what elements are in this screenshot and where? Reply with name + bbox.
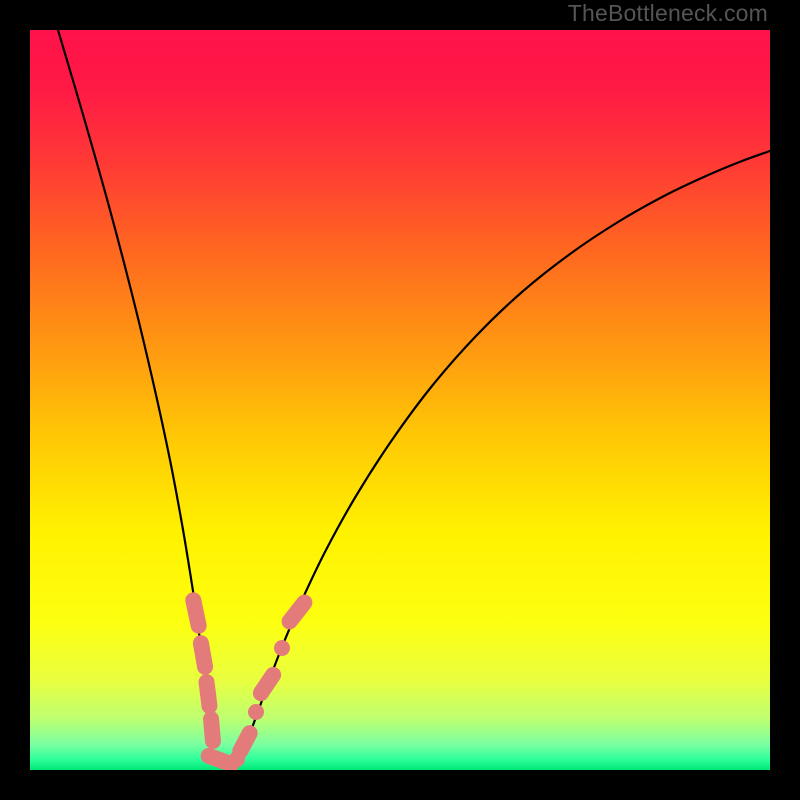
marker-pill — [261, 675, 273, 693]
marker-pill — [201, 643, 205, 667]
plot-area — [30, 30, 770, 770]
marker-pill — [209, 756, 232, 764]
marker-dot — [248, 704, 264, 720]
marker-dot — [274, 640, 290, 656]
bottleneck-curve — [58, 30, 770, 767]
marker-pill — [193, 600, 198, 625]
marker-pill — [240, 733, 249, 751]
curve-layer — [30, 30, 770, 770]
marker-pill — [211, 719, 213, 741]
chart-frame: TheBottleneck.com — [0, 0, 800, 800]
marker-pill — [290, 603, 305, 622]
watermark-text: TheBottleneck.com — [568, 0, 768, 27]
marker-group — [193, 600, 304, 767]
marker-pill — [207, 682, 210, 706]
